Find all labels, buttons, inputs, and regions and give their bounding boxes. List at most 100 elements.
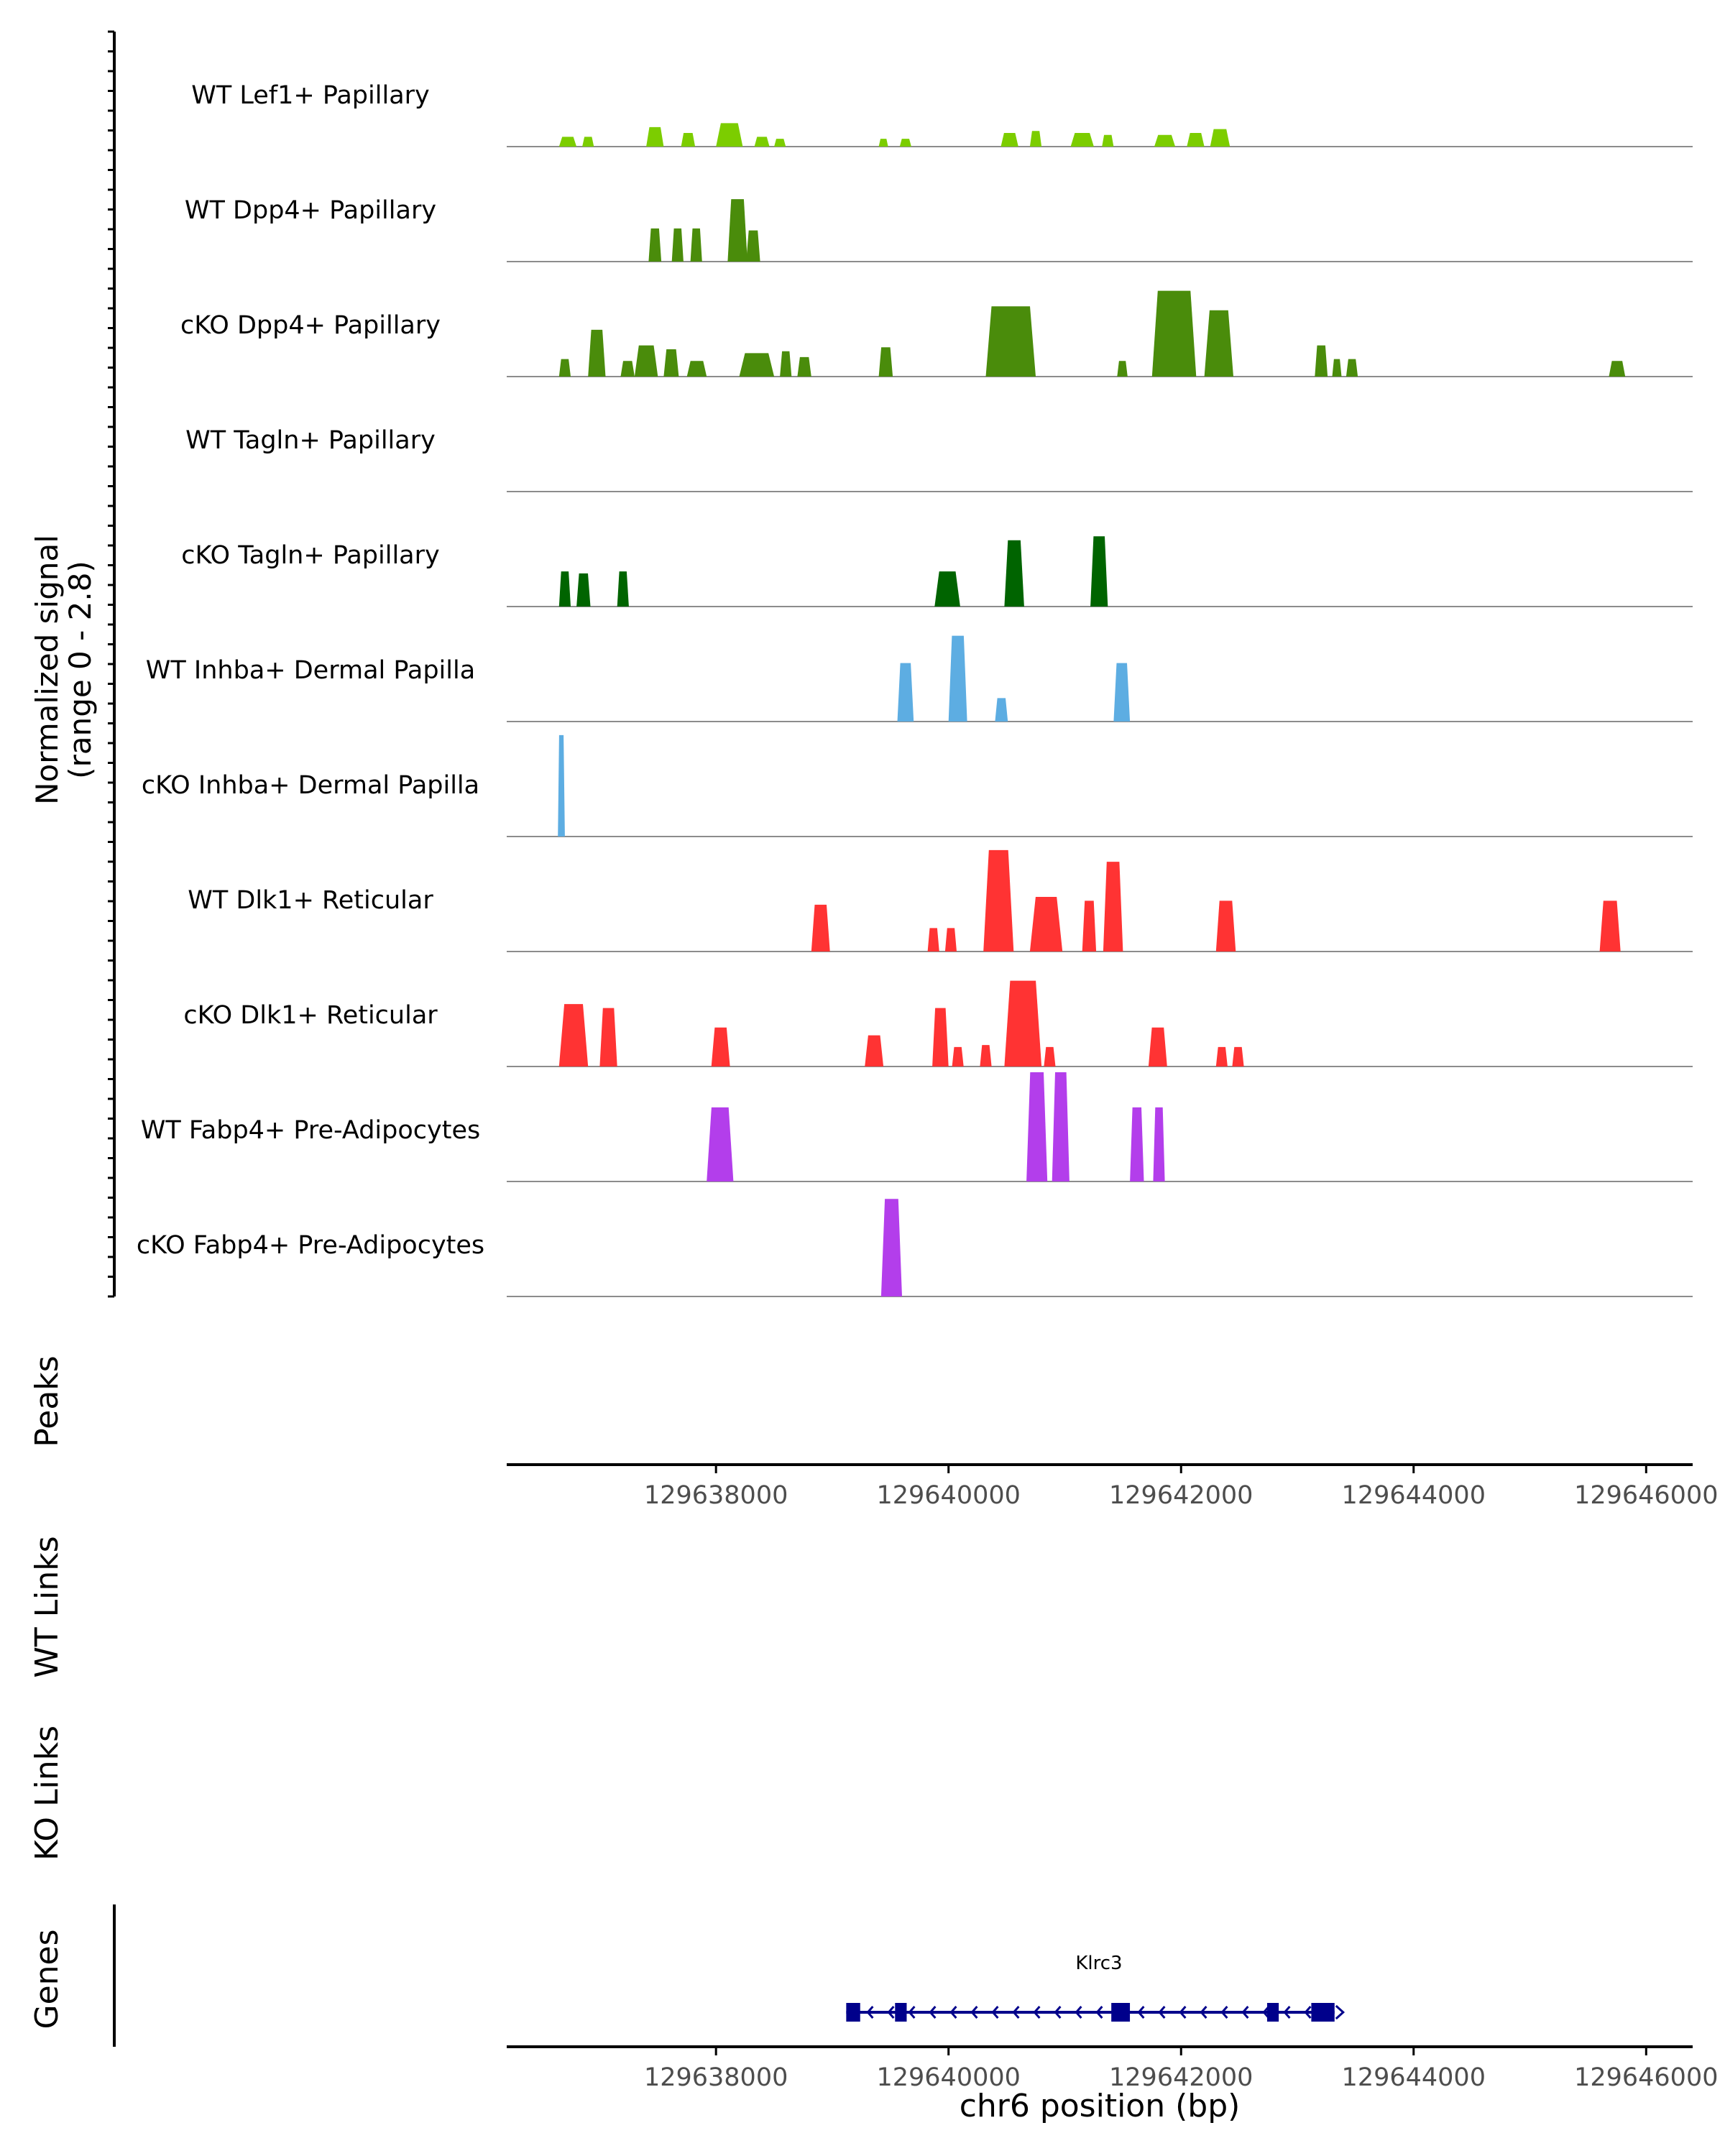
peaks-row-label: Peaks: [29, 1355, 65, 1447]
signal-peak: [952, 1046, 964, 1067]
track-label: cKO Inhba+ Dermal Papilla: [142, 771, 479, 800]
signal-peak: [558, 734, 565, 837]
signal-peak: [1004, 980, 1042, 1067]
track-label: cKO Fabp4+ Pre-Adipocytes: [137, 1231, 484, 1260]
gene-exon: [895, 2003, 907, 2022]
x-axis-peaks: 129638000 129640000 129642000 129644000 1296…: [507, 1463, 1719, 1510]
track: cKO Dpp4+ Papillary: [180, 290, 1693, 377]
signal-peak: [1117, 361, 1128, 377]
signal-peak: [1154, 134, 1176, 147]
signal-peak: [746, 230, 760, 262]
signal-peak: [927, 928, 939, 952]
signal-peak: [1029, 131, 1042, 147]
signal-peak: [663, 349, 679, 377]
track-label: WT Dpp4+ Papillary: [185, 196, 436, 225]
gene-end-mark: [1335, 2004, 1346, 2020]
signal-peak: [634, 345, 658, 377]
signal-peak: [711, 1027, 730, 1067]
signal-peak: [948, 635, 967, 722]
track: cKO Inhba+ Dermal Papilla: [142, 734, 1693, 837]
signal-tracks: WT Lef1+ Papillary WT Dpp4+ Papillary cKO …: [137, 81, 1693, 1297]
signal-peak: [648, 228, 662, 262]
signal-peak: [727, 199, 748, 262]
signal-peak: [558, 1004, 589, 1067]
strand-arrow: [1220, 2006, 1228, 2019]
signal-peak: [1044, 1046, 1056, 1067]
signal-axis-label-line2: (range 0 - 2.8): [63, 561, 98, 779]
track: cKO Tagln+ Papillary: [181, 536, 1693, 607]
x-tick-label: 129642000: [1109, 1481, 1253, 1510]
signal-peak: [558, 359, 571, 377]
signal-peak: [878, 347, 893, 377]
track: WT Dlk1+ Reticular: [188, 849, 1693, 952]
signal-peak: [780, 351, 792, 377]
strand-arrow: [929, 2006, 937, 2019]
strand-arrow: [1241, 2006, 1249, 2019]
x-tick-label: 129642000: [1109, 2063, 1253, 2092]
signal-peak: [1070, 133, 1094, 147]
signal-peak: [1102, 134, 1114, 147]
strand-arrow: [908, 2006, 916, 2019]
signal-peak: [599, 1008, 617, 1067]
track-label: cKO Dlk1+ Reticular: [183, 1001, 438, 1030]
signal-peak: [582, 137, 594, 147]
signal-peak: [576, 573, 591, 607]
signal-peak: [1187, 133, 1205, 147]
signal-peak: [1090, 536, 1108, 607]
signal-peak: [980, 1045, 992, 1067]
signal-peak: [1315, 345, 1328, 377]
signal-peak: [588, 329, 606, 377]
signal-peak: [1029, 897, 1063, 952]
track-label: WT Tagln+ Papillary: [185, 426, 436, 455]
signal-peak: [558, 571, 571, 607]
x-tick-label: 129640000: [876, 1481, 1020, 1510]
signal-peak: [878, 139, 888, 147]
track-label: WT Inhba+ Dermal Papilla: [146, 656, 475, 685]
signal-peak: [1151, 290, 1197, 377]
gene-label: Klrc3: [1075, 1953, 1122, 1974]
signal-peak: [716, 123, 743, 147]
signal-peak: [1215, 1046, 1228, 1067]
signal-peak: [1346, 359, 1358, 377]
strand-arrow: [1075, 2006, 1082, 2019]
wt-links-row-label: WT Links: [29, 1536, 65, 1677]
signal-peak: [1113, 663, 1131, 722]
signal-peak: [880, 1199, 902, 1296]
signal-peak: [797, 356, 811, 377]
signal-peak: [646, 126, 664, 147]
signal-peak: [985, 306, 1036, 377]
genes-row-label: Genes: [29, 1929, 65, 2029]
gene-exon: [846, 2003, 860, 2022]
gene-exon: [1111, 2003, 1131, 2022]
signal-peak: [1103, 862, 1123, 952]
strand-arrow: [1158, 2006, 1166, 2019]
signal-peak: [739, 353, 775, 377]
signal-peak: [671, 228, 684, 262]
signal-peak: [1210, 129, 1230, 147]
signal-peak: [899, 139, 911, 147]
track-label: WT Fabp4+ Pre-Adipocytes: [141, 1116, 480, 1145]
signal-peak: [811, 904, 830, 952]
gene-exon: [1266, 2003, 1279, 2022]
track: WT Lef1+ Papillary: [191, 81, 1693, 147]
track-label: cKO Dpp4+ Papillary: [180, 311, 441, 340]
signal-peak: [617, 571, 629, 607]
signal-peak: [620, 361, 635, 377]
signal-peak: [934, 571, 960, 607]
track-label: WT Dlk1+ Reticular: [188, 886, 433, 915]
x-tick-label: 129644000: [1342, 2063, 1486, 2092]
track: WT Dpp4+ Papillary: [185, 196, 1693, 262]
track: cKO Dlk1+ Reticular: [183, 980, 1693, 1067]
signal-peak: [932, 1008, 949, 1067]
strand-arrow: [1012, 2006, 1020, 2019]
signal-peak: [681, 133, 696, 147]
x-tick-label: 129646000: [1574, 1481, 1718, 1510]
signal-peak: [995, 698, 1008, 722]
x-tick-label: 129640000: [876, 2063, 1020, 2092]
x-tick-label: 129646000: [1574, 2063, 1718, 2092]
strand-arrow: [1179, 2006, 1187, 2019]
strand-arrow: [1137, 2006, 1145, 2019]
signal-peak: [897, 663, 914, 722]
signal-peak: [865, 1035, 884, 1067]
